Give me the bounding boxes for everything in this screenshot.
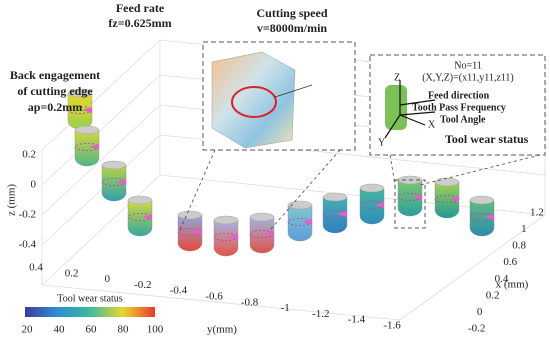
label: Back engagement <box>10 68 100 82</box>
tool <box>213 219 239 257</box>
feed-arrow <box>302 219 312 225</box>
tool <box>249 216 275 254</box>
tool <box>177 214 203 252</box>
label: v=8000m/min <box>257 21 327 35</box>
axis-letter: Z <box>394 72 400 83</box>
tick-label: -1.6 <box>383 320 401 332</box>
tick-label: 0.8 <box>512 240 526 252</box>
feed-arrow <box>374 202 384 208</box>
axis-title: x (mm) <box>496 279 529 291</box>
tick-label: -0.8 <box>241 296 259 308</box>
label: Feed rate <box>116 1 165 15</box>
tick-label: 0.6 <box>503 256 517 268</box>
tick-label: -1.2 <box>312 308 329 320</box>
ticks: 0.20-0.2-0.40.4 0.2 0 -0.2 -0.4 -0.6 -0.8 -1 -1.… <box>19 149 544 336</box>
tick-label: 1 <box>521 223 527 235</box>
tool <box>74 129 100 167</box>
tool-top <box>101 160 127 170</box>
feed-arrow <box>484 214 494 220</box>
tool-top <box>127 195 153 205</box>
tool <box>434 181 460 219</box>
feed-arrow <box>82 107 92 113</box>
tool-top <box>177 210 203 220</box>
tool <box>322 196 348 234</box>
label: ap=0.2mm <box>28 100 83 114</box>
feed-arrow <box>337 211 347 217</box>
tool-top <box>249 212 275 222</box>
tick-label: 1.2 <box>530 207 544 219</box>
tool-top <box>469 195 495 205</box>
tick-label: -1 <box>281 302 290 314</box>
tool-top <box>359 183 385 193</box>
score-map <box>211 51 296 149</box>
label: Feed direction <box>428 90 490 101</box>
feed-arrow <box>192 229 202 235</box>
tick-label: -0.2 <box>134 279 151 291</box>
tool <box>127 199 153 237</box>
tick-label: 0.2 <box>65 267 79 279</box>
axis-letter: Y <box>378 137 385 148</box>
feed-arrow <box>449 196 459 202</box>
tick-label: 0 <box>104 273 110 285</box>
tool-number: No=11 <box>454 60 482 71</box>
pointer <box>274 84 313 98</box>
tool-top <box>287 200 313 210</box>
tick-label: 0 <box>477 306 483 318</box>
selected-tool <box>394 179 426 229</box>
tick-label: 40 <box>54 324 66 336</box>
feed-arrow <box>116 179 126 185</box>
tick-label: -1.4 <box>348 314 366 326</box>
label: Tooth Pass Frequency <box>412 102 506 113</box>
tool-top <box>67 88 93 98</box>
label: Cutting speed <box>256 6 327 20</box>
label: of cutting edge <box>17 84 93 98</box>
tool <box>359 187 385 225</box>
label: Tool Angle <box>440 114 486 125</box>
tool-top <box>74 125 100 135</box>
tick-label: 20 <box>22 324 34 336</box>
feed-arrow <box>264 231 274 237</box>
tick-label: -0.6 <box>205 291 223 303</box>
feed-arrow <box>228 234 238 240</box>
colorbar <box>25 307 155 317</box>
tool <box>287 204 313 242</box>
tick-label: 100 <box>147 324 164 336</box>
tool-position: (X,Y,Z)=(x11,y11,z11) <box>422 72 514 83</box>
axis-letter: X <box>428 119 436 130</box>
tool-icon <box>385 85 407 130</box>
colorbar-title: Tool wear status <box>57 293 123 304</box>
feed-arrow <box>412 194 422 200</box>
tool-top <box>434 177 460 187</box>
tool-axes <box>384 80 436 139</box>
label: fz=0.625mm <box>108 16 171 30</box>
feed-arrow <box>142 214 152 220</box>
tick-label: -0.4 <box>170 285 188 297</box>
axis-title: z (mm) <box>6 184 18 216</box>
highlight <box>231 86 277 118</box>
tick-label: 80 <box>118 324 130 336</box>
tick-label: -0.4 <box>19 239 37 251</box>
label: Tool wear status <box>445 132 529 146</box>
tick-label: 60 <box>86 324 98 336</box>
tick-label: 0.2 <box>486 289 500 301</box>
feed-arrow <box>89 144 99 150</box>
tool-top <box>322 192 348 202</box>
tool <box>101 164 127 202</box>
connector <box>179 149 541 231</box>
axis-title: y(mm) <box>207 324 237 336</box>
tick-label: -0.2 <box>468 323 485 335</box>
tool-top <box>213 215 239 225</box>
tick-label: 0 <box>31 179 37 191</box>
tick-label: 0.4 <box>29 262 43 274</box>
tool <box>469 199 495 237</box>
tick-label: -0.2 <box>19 209 36 221</box>
tool <box>397 179 423 217</box>
tick-label: 0.2 <box>22 149 36 161</box>
tick-label: 0.4 <box>495 273 509 285</box>
